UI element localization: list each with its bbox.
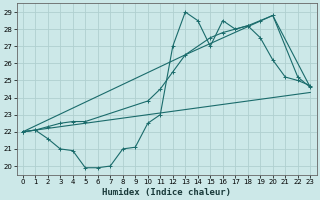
X-axis label: Humidex (Indice chaleur): Humidex (Indice chaleur) xyxy=(102,188,231,197)
